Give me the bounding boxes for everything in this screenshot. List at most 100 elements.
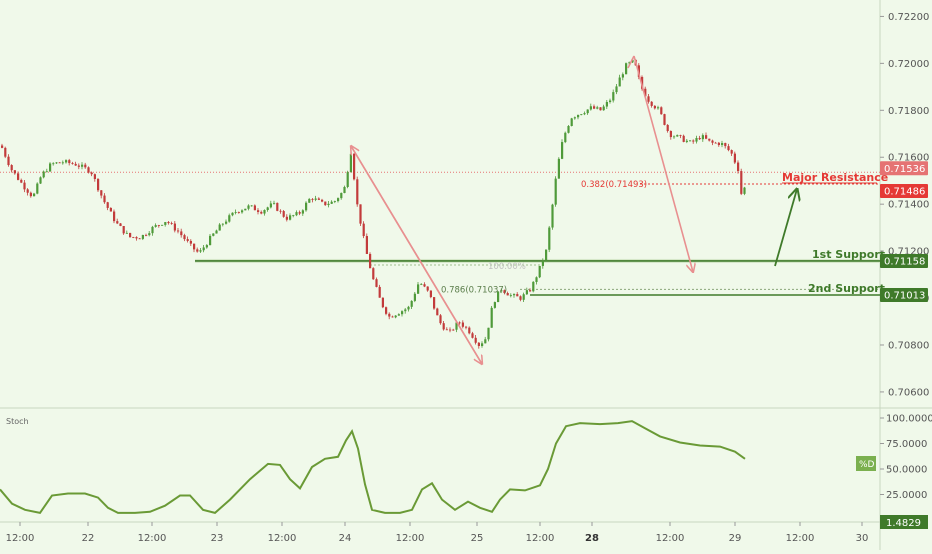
candle-body [317, 198, 320, 200]
price-tick-label: 0.70800 [888, 340, 929, 351]
candle-body [199, 250, 202, 252]
candle-body [695, 137, 698, 142]
candle-body [698, 137, 701, 140]
candle-body [442, 323, 445, 330]
candle-body [388, 313, 391, 317]
candle-body [148, 233, 151, 236]
candle-body [673, 136, 676, 138]
arrow-layer [350, 55, 797, 364]
candle-body [45, 171, 48, 173]
candle-body [385, 307, 388, 314]
candle-body [714, 142, 717, 144]
candle-body [449, 329, 452, 331]
candle-body [506, 293, 509, 296]
candle-body [436, 308, 439, 316]
second-support-label: 2nd Support [808, 282, 885, 295]
candle-body [445, 329, 448, 331]
candle-body [586, 109, 589, 114]
candle-body [202, 247, 205, 251]
candle-body [548, 227, 551, 250]
candle-body [391, 316, 394, 318]
candle-body [305, 202, 308, 211]
candle-body [269, 203, 272, 208]
stoch-legend-box [856, 456, 876, 471]
candle-body [49, 163, 52, 172]
candle-body [503, 290, 506, 294]
arrow-pink-down [350, 145, 482, 364]
stoch-d-line [0, 420, 746, 515]
candle-body [529, 290, 532, 292]
stoch-tick-label: 50.0000 [886, 465, 927, 476]
candle-body [423, 284, 426, 287]
candle-body [532, 281, 535, 292]
candle-body [567, 126, 570, 133]
candle-body [372, 268, 375, 280]
candle-body [468, 327, 471, 334]
candle-body [132, 237, 135, 238]
candle-body [186, 239, 189, 241]
time-tick-label: 22 [82, 533, 95, 544]
candle-body [263, 210, 266, 214]
candle-body [87, 167, 90, 173]
time-tick-label: 12:00 [786, 533, 815, 544]
candle-body [333, 201, 336, 202]
candle-body [119, 223, 122, 227]
candle-body [170, 223, 173, 224]
candle-body [615, 86, 618, 93]
fib-382-label: 0.382(0.71493) [581, 180, 647, 190]
candle-body [205, 245, 208, 248]
price-tick-label: 0.72000 [888, 59, 929, 70]
stoch-tick-label: 25.0000 [886, 490, 927, 501]
fib-786-label: 0.786(0.71037) [441, 285, 507, 295]
stoch-badge-box [880, 515, 928, 529]
candle-body [676, 135, 679, 137]
candle-body [167, 222, 170, 224]
candle-body [513, 294, 516, 296]
candle-body [650, 101, 653, 106]
candle-body [327, 203, 330, 206]
time-tick-label: 30 [856, 533, 869, 544]
candle-body [81, 164, 84, 167]
candle-body [13, 170, 16, 174]
candle-body [301, 210, 304, 214]
candle-body [589, 106, 592, 110]
annotation-layer: Major Resistance 1st Support 2nd Support 0.… [441, 171, 888, 295]
candle-body [23, 182, 26, 190]
candle-body [708, 138, 711, 141]
candle-body [657, 107, 660, 109]
candle-body [183, 235, 186, 240]
price-tick-label: 0.70600 [888, 387, 929, 398]
candle-body [212, 233, 215, 236]
candle-body [109, 207, 112, 212]
candle-body [17, 173, 20, 180]
candle-body [525, 290, 528, 295]
candle-body [663, 114, 666, 125]
candle-body [337, 198, 340, 202]
candle-body [74, 163, 77, 166]
candle-body [180, 231, 183, 236]
price-badge-text: 0.71486 [884, 186, 925, 197]
candle-body [477, 342, 480, 347]
candle-body [701, 135, 704, 140]
first-support-label: 1st Support [812, 248, 885, 261]
candle-body [20, 179, 23, 183]
price-axis[interactable]: 0.72200 0.72000 0.71800 0.71600 0.71400 0.712… [880, 12, 929, 398]
stoch-tick-label: 75.0000 [886, 439, 927, 450]
time-tick-label: 12:00 [396, 533, 425, 544]
candle-body [1, 145, 4, 148]
time-axis[interactable]: 12:00 22 12:00 23 12:00 24 12:00 25 12:00 28 12:00… [6, 522, 869, 544]
candle-body [516, 294, 519, 297]
price-badge-box [880, 253, 928, 268]
candle-body [93, 174, 96, 180]
candle-body [324, 201, 327, 206]
candle-body [289, 215, 292, 220]
candle-body [369, 253, 372, 269]
candle-body [161, 224, 164, 226]
candle-body [394, 315, 397, 318]
time-tick-label: 24 [339, 533, 352, 544]
candle-body [266, 207, 269, 211]
candle-body [138, 238, 141, 240]
stoch-pane[interactable]: Stoch 100.0000 75.0000 50.0000 25.0000 %D 1.48… [0, 414, 932, 530]
